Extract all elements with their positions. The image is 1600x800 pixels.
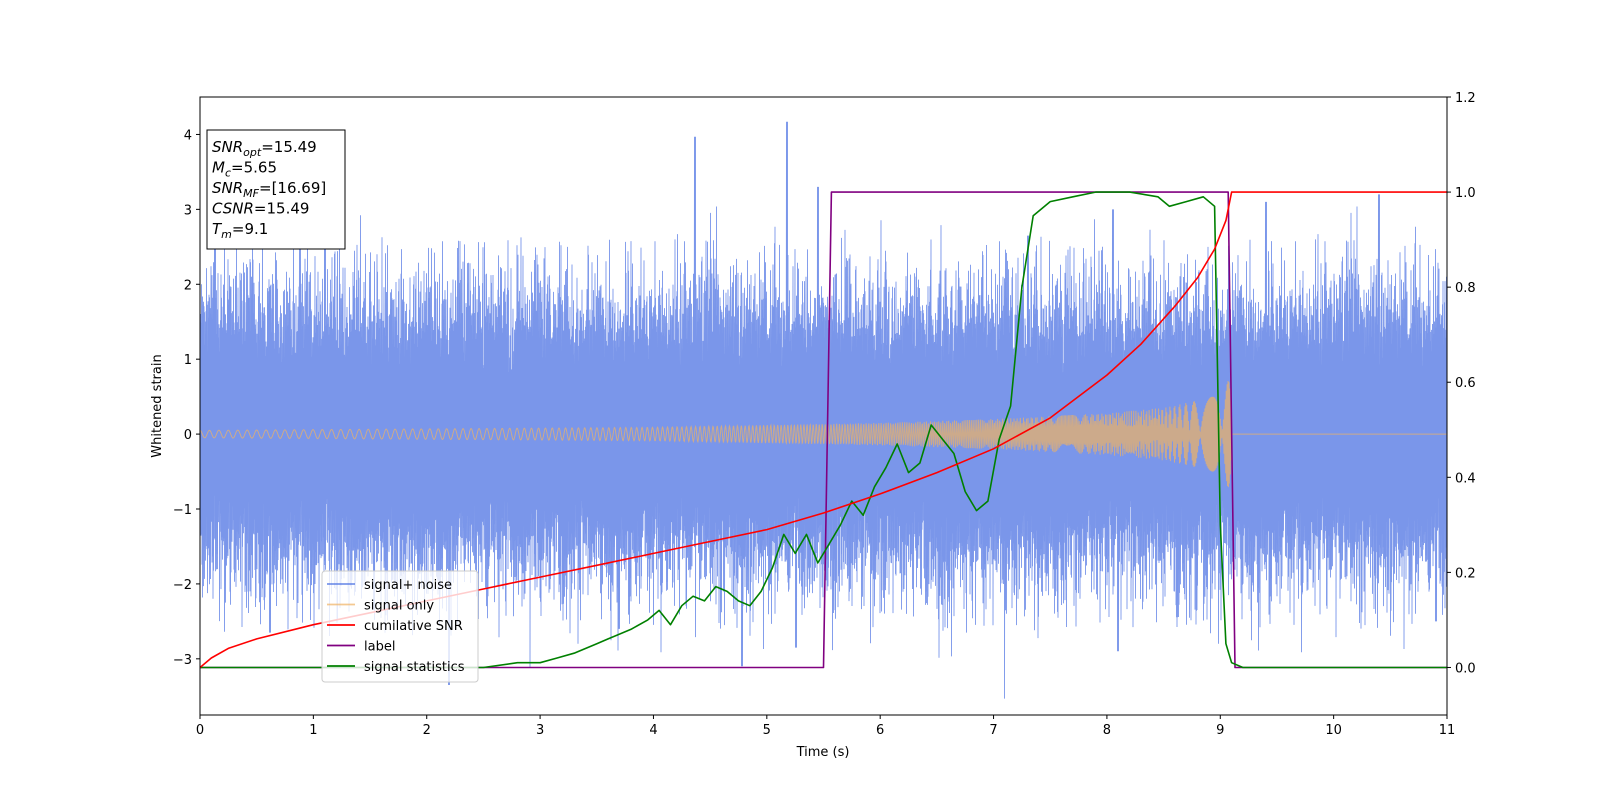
x-tick-label: 2 xyxy=(423,723,431,738)
plot-frame xyxy=(199,96,1448,716)
y-right-tick-label: 1.0 xyxy=(1455,186,1476,201)
y-tick-label: −3 xyxy=(173,653,192,668)
x-tick-label: 10 xyxy=(1325,723,1342,738)
y-right-tick-label: 0.4 xyxy=(1455,471,1476,486)
info-box-line: SNRMF=[16.69] xyxy=(212,179,326,200)
y-right-tick-label: 0.0 xyxy=(1455,661,1476,676)
x-tick-label: 8 xyxy=(1103,723,1111,738)
x-tick-label: 5 xyxy=(763,723,771,738)
series-signal-statistics xyxy=(200,191,1447,669)
y-right-tick-label: 0.6 xyxy=(1455,376,1476,391)
series-signal-only xyxy=(200,380,1447,488)
x-axis-label: Time (s) xyxy=(796,745,850,760)
y-axis-right: 0.0 0.2 0.4 0.6 0.8 1.0 1.2 xyxy=(1447,91,1476,676)
y-right-tick-label: 0.8 xyxy=(1455,281,1476,296)
legend-entry: cumilative SNR xyxy=(364,619,463,634)
info-box-line: SNRopt=15.49 xyxy=(212,138,317,159)
x-tick-label: 6 xyxy=(876,723,884,738)
x-tick-label: 4 xyxy=(649,723,657,738)
legend-entry: signal statistics xyxy=(364,660,465,675)
y-tick-label: 3 xyxy=(184,203,192,218)
x-tick-label: 11 xyxy=(1439,723,1456,738)
y-tick-label: −1 xyxy=(173,503,192,518)
info-box-line: Tm=9.1 xyxy=(212,220,268,241)
info-box-frame xyxy=(206,129,346,250)
y-tick-label: −2 xyxy=(173,578,192,593)
info-box-line: Mc=5.65 xyxy=(212,159,277,180)
y-right-tick-label: 0.2 xyxy=(1455,566,1476,581)
y-tick-label: 0 xyxy=(184,428,192,443)
legend-entry: signal only xyxy=(364,599,434,614)
x-tick-label: 1 xyxy=(309,723,317,738)
info-box: SNRopt=15.49Mc=5.65SNRMF=[16.69]CSNR=15.… xyxy=(206,129,346,250)
x-axis: 0 1 2 3 4 5 6 7 8 9 10 11 xyxy=(196,715,1455,738)
x-tick-label: 7 xyxy=(989,723,997,738)
y-tick-label: 4 xyxy=(184,128,192,143)
legend-frame xyxy=(321,570,479,683)
x-tick-label: 9 xyxy=(1216,723,1224,738)
y-tick-label: 2 xyxy=(184,278,192,293)
info-box-line: CSNR=15.49 xyxy=(212,200,309,218)
x-tick-label: 0 xyxy=(196,723,204,738)
y-axis-left: −3 −2 −1 0 1 2 3 4 xyxy=(173,128,200,668)
y-axis-label: Whitened strain xyxy=(150,354,165,457)
legend: signal+ noise signal only cumilative SNR la… xyxy=(321,570,479,683)
y-tick-label: 1 xyxy=(184,353,192,368)
legend-entry: label xyxy=(364,640,395,655)
y-right-tick-label: 1.2 xyxy=(1455,91,1476,106)
x-tick-label: 3 xyxy=(536,723,544,738)
legend-entry: signal+ noise xyxy=(364,578,452,593)
